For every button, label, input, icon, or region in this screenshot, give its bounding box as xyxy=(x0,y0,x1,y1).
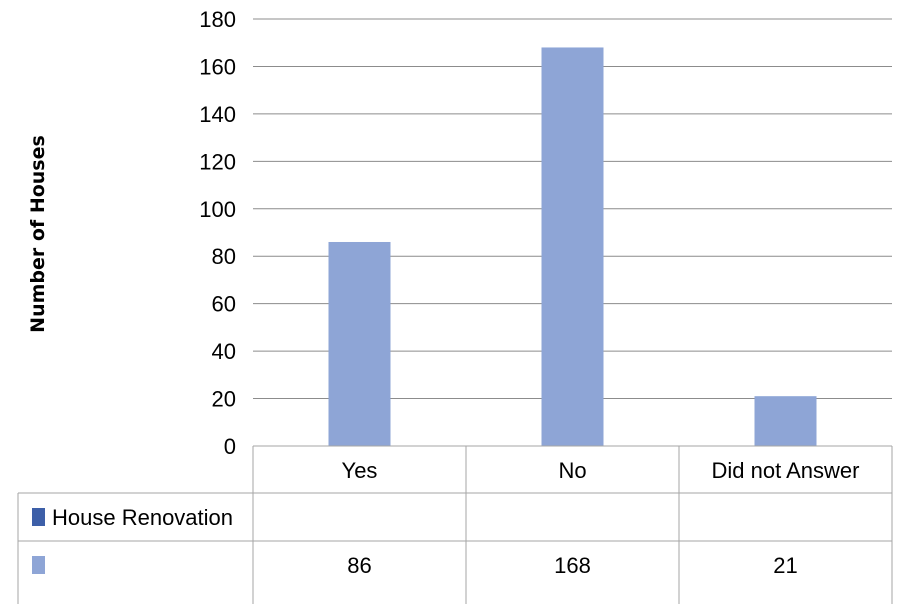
bar xyxy=(328,241,391,446)
y-tick-label: 180 xyxy=(199,7,236,32)
y-tick-label: 60 xyxy=(212,292,236,317)
category-label: Did not Answer xyxy=(712,458,860,483)
data-label: 21 xyxy=(773,553,797,578)
y-tick-label: 80 xyxy=(212,244,236,269)
legend-swatch xyxy=(32,508,45,526)
data-table: Yes No Did not Answer House Renovation 86 168… xyxy=(17,445,893,604)
legend-swatch xyxy=(32,556,45,574)
category-label: No xyxy=(558,458,586,483)
bar xyxy=(754,396,817,446)
category-label: Yes xyxy=(342,458,378,483)
y-axis-label: Number of Houses xyxy=(27,135,49,333)
y-tick-label: 120 xyxy=(199,149,236,174)
y-axis-ticks: 0 20 40 60 80 100 120 140 160 180 xyxy=(199,7,236,459)
y-tick-label: 20 xyxy=(212,387,236,412)
data-label: 168 xyxy=(554,553,591,578)
y-tick-label: 0 xyxy=(224,434,236,459)
bar xyxy=(541,47,604,446)
data-label: 86 xyxy=(347,553,371,578)
y-tick-label: 100 xyxy=(199,197,236,222)
y-tick-label: 140 xyxy=(199,102,236,127)
y-tick-label: 40 xyxy=(212,339,236,364)
y-tick-label: 160 xyxy=(199,54,236,79)
bars xyxy=(328,47,817,446)
series-label: House Renovation xyxy=(52,505,233,530)
